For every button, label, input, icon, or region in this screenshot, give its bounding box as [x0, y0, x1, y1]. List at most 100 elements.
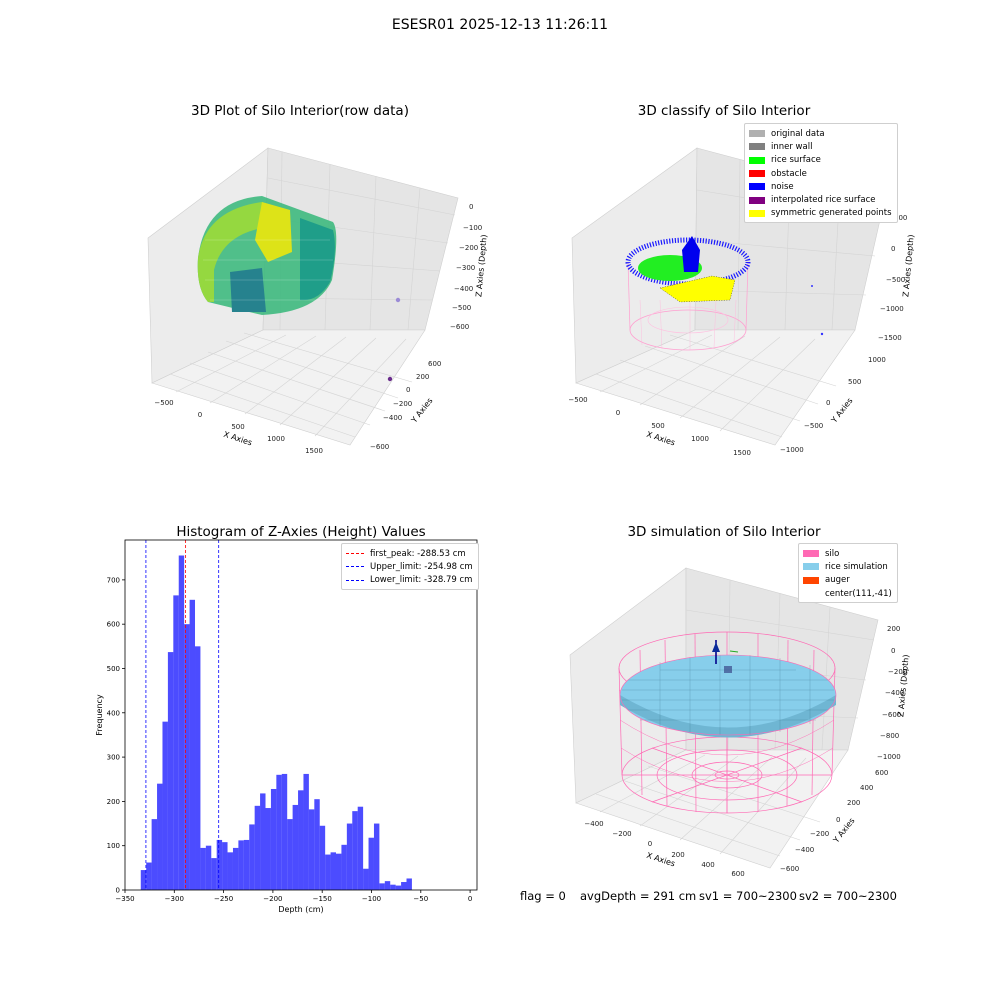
svg-text:−1000: −1000 [877, 753, 901, 761]
legend-label: interpolated rice surface [771, 195, 876, 206]
simulation-z-label: Z Axies (Depth) [896, 654, 910, 717]
x-tick-label: −200 [263, 895, 282, 903]
legend-swatch [749, 143, 765, 151]
legend-entry: first_peak: -288.53 cm [346, 547, 473, 560]
x-axis-label: Depth (cm) [278, 905, 323, 914]
histogram-bar [216, 839, 223, 890]
classify-legend: original data inner wall rice surface obsta… [744, 123, 898, 224]
y-tick-label: 100 [107, 842, 120, 850]
svg-text:−400: −400 [885, 689, 904, 697]
legend-swatch [749, 170, 765, 178]
y-tick-label: 700 [107, 576, 120, 584]
legend-label: noise [771, 181, 794, 192]
histogram-bar [319, 825, 326, 890]
histogram-bar [330, 852, 337, 890]
histogram-bar [200, 847, 206, 890]
svg-text:−300: −300 [456, 264, 475, 272]
x-tick-label: −150 [313, 895, 332, 903]
histogram-bar [308, 809, 315, 890]
simulation-axis-ticks: −400 −200 0 200 400 600 −600 −400 −200 0… [584, 625, 907, 878]
histogram-bar [357, 806, 364, 890]
svg-text:−600: −600 [450, 323, 469, 331]
raw-plot-title: 3D Plot of Silo Interior(row data) [191, 103, 409, 119]
histogram-bar [195, 646, 201, 890]
legend-entry: interpolated rice surface [749, 193, 892, 206]
svg-text:−500: −500 [886, 276, 905, 284]
histogram-bar [303, 773, 309, 890]
flag-text: flag = 0 [520, 889, 566, 903]
svg-text:0: 0 [469, 203, 473, 211]
histogram-title: Histogram of Z-Axies (Height) Values [176, 524, 426, 540]
svg-text:−500: −500 [452, 304, 471, 312]
svg-text:−600: −600 [882, 711, 901, 719]
raw-axis-ticks: −500 0 500 1000 1500 −600 −400 −200 0 20… [154, 203, 482, 455]
x-tick-label: −50 [413, 895, 428, 903]
histogram-bar [325, 854, 331, 890]
histogram-bar [390, 884, 396, 890]
histogram-bar [162, 721, 168, 890]
histogram-bar [167, 652, 174, 890]
histogram-bar [178, 555, 185, 890]
svg-text:0: 0 [616, 409, 620, 417]
histogram-bar [146, 862, 152, 890]
histogram-bar [249, 824, 255, 890]
x-tick-label: −250 [214, 895, 233, 903]
histogram-bar [401, 882, 407, 890]
histogram-bar [298, 790, 304, 890]
svg-text:−500: −500 [804, 422, 823, 430]
raw-3d-panes [147, 147, 459, 446]
y-tick-label: 600 [107, 621, 120, 629]
histogram-bar [346, 823, 353, 890]
simulation-rice-surface [619, 654, 837, 738]
legend-entry: Lower_limit: -328.79 cm [346, 574, 473, 587]
legend-label: first_peak: -288.53 cm [370, 548, 466, 559]
legend-label: rice simulation [825, 561, 888, 572]
legend-label: Upper_limit: -254.98 cm [370, 561, 473, 572]
svg-text:200: 200 [887, 625, 900, 633]
histogram-bar [352, 811, 358, 890]
svg-text:−500: −500 [154, 399, 173, 407]
svg-text:500: 500 [651, 422, 664, 430]
classify-point-cloud [625, 236, 824, 351]
svg-text:1500: 1500 [305, 447, 323, 455]
svg-text:400: 400 [701, 861, 714, 869]
legend-swatch [803, 576, 819, 584]
svg-text:500: 500 [894, 214, 907, 222]
svg-text:1000: 1000 [691, 435, 709, 443]
legend-label: silo [825, 548, 840, 559]
histogram-bar [292, 804, 299, 890]
histogram-bar [265, 808, 271, 890]
legend-entry: auger [803, 574, 892, 587]
simulation-3d-plot: −400 −200 0 200 400 600 −600 −400 −200 0… [569, 567, 911, 878]
x-tick-label: −100 [362, 895, 381, 903]
y-tick-label: 0 [116, 887, 120, 895]
svg-text:−100: −100 [463, 224, 482, 232]
histogram-bar [406, 878, 412, 890]
svg-text:600: 600 [731, 870, 744, 878]
histogram-bar [287, 819, 293, 890]
raw-x-label: X Axies [222, 430, 253, 448]
histogram-bar [395, 885, 402, 890]
y-tick-label: 200 [107, 798, 120, 806]
svg-text:−400: −400 [795, 846, 814, 854]
plot-frame [124, 539, 478, 891]
y-tick-label: 300 [107, 754, 120, 762]
classify-y-label: Y Axies [829, 396, 855, 425]
svg-text:0: 0 [891, 647, 895, 655]
legend-entry: rice simulation [803, 560, 892, 573]
legend-entry: center(111,-41) [803, 587, 892, 600]
svg-text:0: 0 [836, 816, 840, 824]
svg-text:1500: 1500 [733, 449, 751, 457]
histogram-bar [189, 599, 196, 890]
histogram-bar [341, 844, 347, 890]
legend-label: auger [825, 575, 850, 586]
svg-text:0: 0 [406, 386, 410, 394]
svg-text:0: 0 [648, 840, 652, 848]
svg-text:0: 0 [198, 411, 202, 419]
classify-plot-title: 3D classify of Silo Interior [637, 103, 811, 119]
y-axis-label: Frequency [95, 694, 104, 736]
figure-title: ESESR01 2025-12-13 11:26:11 [391, 17, 609, 33]
classify-axis-ticks: −500 0 500 1000 1500 −1000 −500 0 500 10… [568, 214, 907, 457]
legend-swatch [803, 590, 819, 597]
y-tick-label: 500 [107, 665, 120, 673]
